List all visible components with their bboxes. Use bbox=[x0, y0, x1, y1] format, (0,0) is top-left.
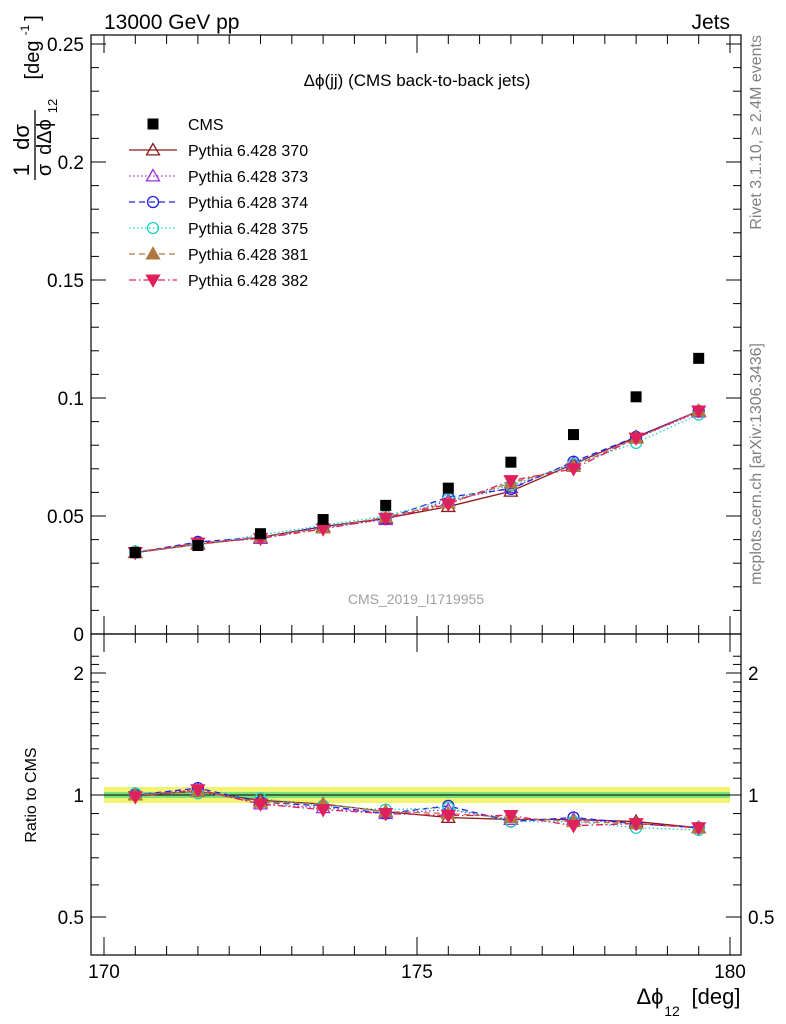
ratio-y-axis-label: Ratio to CMS bbox=[23, 747, 40, 842]
legend-marker bbox=[145, 274, 161, 288]
legend-item: Pythia 6.428 381 bbox=[129, 246, 308, 264]
cms-point bbox=[380, 499, 392, 511]
cms-point bbox=[255, 528, 266, 540]
legend-label: Pythia 6.428 373 bbox=[188, 169, 308, 186]
y-tick-label: 0.25 bbox=[47, 35, 84, 56]
analysis-watermark: CMS_2019_I1719955 bbox=[348, 591, 484, 607]
svg-text:1: 1 bbox=[9, 164, 34, 176]
mcplots-label: mcplots.cern.ch [arXiv:1306.3436] bbox=[748, 343, 765, 585]
legend-item: CMS bbox=[147, 117, 224, 134]
ratio-plot-frame bbox=[90, 633, 742, 956]
ratio-y-tick-label-right: 1 bbox=[748, 786, 759, 807]
mc-point bbox=[628, 432, 644, 446]
legend-label: Pythia 6.428 381 bbox=[188, 247, 308, 264]
svg-text:σ: σ bbox=[34, 163, 56, 176]
svg-text:]: ] bbox=[22, 15, 44, 21]
legend-label: Pythia 6.428 382 bbox=[188, 273, 308, 290]
series-line bbox=[135, 411, 699, 554]
cms-point bbox=[317, 514, 329, 526]
legend-item: Pythia 6.428 374 bbox=[129, 195, 308, 212]
ratio-series-line bbox=[135, 790, 699, 829]
svg-text:-1: -1 bbox=[18, 24, 32, 35]
series-line bbox=[135, 410, 699, 554]
ratio-y-tick-label: 1 bbox=[73, 786, 84, 807]
ratio-series-line bbox=[135, 787, 699, 829]
x-tick-label: 180 bbox=[714, 962, 746, 983]
legend-label: Pythia 6.428 370 bbox=[188, 143, 308, 160]
ratio-y-tick-label-right: 2 bbox=[748, 664, 759, 685]
y-tick-label: 0.1 bbox=[58, 389, 84, 410]
ratio-point bbox=[628, 818, 644, 832]
svg-text:12: 12 bbox=[664, 1003, 680, 1019]
ratio-series-line bbox=[135, 789, 699, 829]
legend-marker bbox=[145, 168, 161, 182]
legend-item: Pythia 6.428 373 bbox=[129, 168, 308, 186]
svg-text:12: 12 bbox=[45, 99, 60, 113]
legend-marker bbox=[146, 195, 160, 209]
svg-text:[deg]: [deg] bbox=[692, 984, 741, 1009]
ratio-y-tick-label: 2 bbox=[73, 664, 84, 685]
cms-point bbox=[192, 540, 204, 551]
series-line bbox=[135, 410, 699, 554]
ratio-point bbox=[565, 820, 582, 834]
ratio-point bbox=[691, 822, 707, 836]
axes: 0 0.05 0.1 0.15 0.2 0.25 170 175 180 2 2 1 1 0.5 0.5 bbox=[47, 35, 774, 983]
series-line bbox=[135, 410, 699, 554]
plot-title: Δϕ(jj) (CMS back-to-back jets) bbox=[304, 71, 531, 90]
svg-text:Δϕ: Δϕ bbox=[636, 984, 663, 1009]
y-tick-label: 0.2 bbox=[58, 153, 84, 174]
legend-marker bbox=[145, 246, 161, 260]
mc-point bbox=[691, 405, 707, 419]
ratio-plot-data bbox=[127, 781, 707, 837]
legend: CMS Pythia 6.428 370 Pythia 6.428 373 Pythi… bbox=[129, 117, 308, 290]
header-left-label: 13000 GeV pp bbox=[104, 11, 239, 34]
ratio-point bbox=[252, 798, 269, 812]
ratio-point bbox=[440, 809, 456, 824]
y-tick-label: 0.15 bbox=[47, 271, 84, 292]
main-plot-data bbox=[127, 352, 707, 561]
x-tick-label: 175 bbox=[401, 962, 433, 983]
cms-point bbox=[568, 429, 579, 441]
legend-label: Pythia 6.428 375 bbox=[188, 221, 308, 238]
mc-point bbox=[378, 512, 394, 527]
x-tick-label: 170 bbox=[88, 962, 120, 983]
legend-marker bbox=[146, 221, 160, 235]
legend-label: Pythia 6.428 374 bbox=[188, 195, 308, 212]
y-tick-label: 0.05 bbox=[47, 507, 84, 528]
x-axis-label: Δϕ 12 [deg] bbox=[636, 984, 740, 1019]
cms-point bbox=[505, 456, 517, 468]
header-right-label: Jets bbox=[691, 11, 730, 34]
ratio-y-tick-label: 0.5 bbox=[58, 908, 84, 929]
svg-text:[deg: [deg bbox=[22, 41, 44, 80]
ratio-point bbox=[315, 804, 331, 818]
legend-item: Pythia 6.428 370 bbox=[129, 142, 308, 160]
y-axis-label: 1 σ dσ dΔϕ 12 [deg -1 ] bbox=[9, 15, 60, 180]
mc-point bbox=[440, 498, 456, 513]
cms-point bbox=[630, 391, 642, 403]
y-tick-label: 0 bbox=[73, 625, 84, 646]
mc-point bbox=[503, 475, 519, 489]
ratio-point bbox=[378, 808, 394, 822]
svg-text:dΔϕ: dΔϕ bbox=[34, 119, 56, 155]
legend-marker bbox=[147, 118, 159, 130]
rivet-version-label: Rivet 3.1.10, ≥ 2.4M events bbox=[748, 35, 765, 230]
series-line bbox=[135, 410, 699, 554]
legend-item: Pythia 6.428 375 bbox=[129, 221, 308, 238]
cms-point bbox=[442, 482, 454, 494]
cms-point bbox=[693, 352, 705, 364]
ratio-point bbox=[503, 809, 519, 824]
series-line bbox=[135, 413, 699, 553]
legend-marker bbox=[145, 142, 161, 156]
ratio-point bbox=[127, 791, 143, 805]
svg-text:dσ: dσ bbox=[9, 124, 34, 150]
cms-point bbox=[129, 547, 141, 559]
legend-item: Pythia 6.428 382 bbox=[129, 273, 308, 290]
legend-label: CMS bbox=[188, 117, 224, 134]
ratio-y-tick-label-right: 0.5 bbox=[748, 908, 774, 929]
mc-point bbox=[565, 463, 582, 477]
ratio-point bbox=[190, 784, 206, 798]
